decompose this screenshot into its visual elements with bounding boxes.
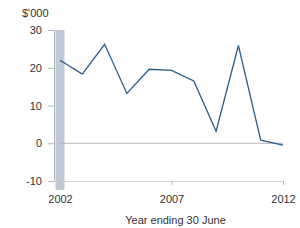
x-axis-title: Year ending 30 June xyxy=(125,214,226,226)
y-tick-label: 10 xyxy=(30,100,42,112)
y-tick-mark xyxy=(48,143,54,144)
y-tick: 10 xyxy=(30,100,54,112)
x-axis-line xyxy=(61,182,284,186)
data-line xyxy=(60,44,283,145)
y-axis: -10 0 10 20 30 xyxy=(26,24,54,187)
x-tick-mark xyxy=(283,181,284,185)
plot-area xyxy=(60,44,283,145)
band xyxy=(56,30,65,190)
y-tick-mark xyxy=(48,181,54,182)
x-tick: 2002 xyxy=(48,181,72,205)
x-tick-label: 2007 xyxy=(160,193,184,205)
y-tick-mark xyxy=(48,106,54,107)
x-tick: 2007 xyxy=(160,181,184,205)
y-tick-label: 30 xyxy=(30,24,42,36)
y-tick-mark xyxy=(48,68,54,69)
y-tick: -10 xyxy=(26,175,54,187)
y-axis-title: $'000 xyxy=(22,7,49,19)
zero-line xyxy=(60,143,283,144)
x-tick-mark xyxy=(172,181,173,185)
y-tick-mark xyxy=(48,30,54,31)
y-tick-label: 0 xyxy=(36,137,42,149)
x-tick-label: 2012 xyxy=(271,193,295,205)
y-tick: 0 xyxy=(36,137,54,149)
x-axis: 2002 2007 2012 xyxy=(48,181,295,205)
y-axis-line xyxy=(48,31,55,182)
y-tick: 20 xyxy=(30,62,54,74)
x-tick: 2012 xyxy=(271,181,295,205)
x-tick-mark xyxy=(60,181,61,185)
y-tick: 30 xyxy=(30,24,54,36)
x-tick-label: 2002 xyxy=(48,193,72,205)
y-tick-label: -10 xyxy=(26,175,42,187)
chart: -10 0 10 20 30 2002 2007 2012 $'000 Year ending 3… xyxy=(0,0,300,228)
y-tick-label: 20 xyxy=(30,62,42,74)
